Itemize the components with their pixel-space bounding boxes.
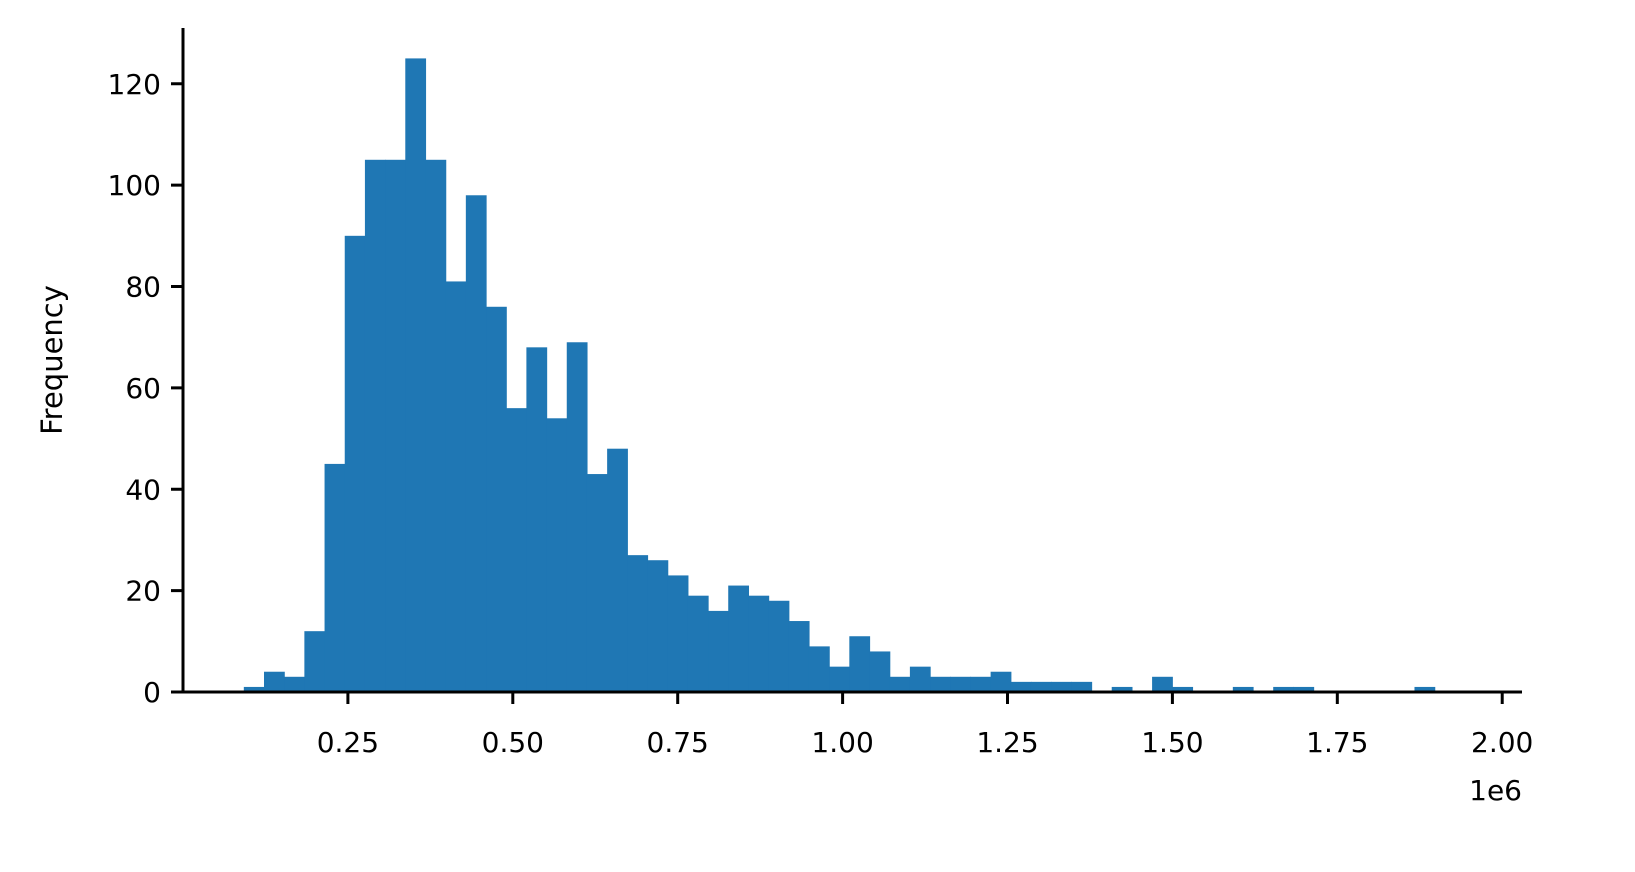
x-tick-label: 0.25 (317, 726, 379, 759)
histogram-bar (627, 555, 649, 692)
histogram-bar (1414, 686, 1436, 692)
y-tick-label: 80 (125, 271, 161, 304)
histogram-bar (465, 195, 487, 692)
histogram-bar (1071, 681, 1093, 692)
histogram-bar (1232, 686, 1254, 692)
histogram-bar (889, 676, 911, 692)
histogram-bar (1111, 686, 1133, 692)
histogram-bar (829, 666, 850, 692)
histogram-bar (1152, 676, 1173, 692)
histogram-bar (586, 474, 608, 692)
histogram-bar (264, 671, 285, 692)
histogram-bar (849, 636, 871, 692)
histogram-bar (405, 58, 427, 693)
histogram-bar (708, 610, 729, 692)
x-tick-label: 1.25 (976, 726, 1038, 759)
histogram-bar (506, 408, 527, 692)
histogram-bar (1010, 681, 1032, 692)
histogram-bar (768, 600, 790, 692)
x-axis-offset-label: 1e6 (1469, 774, 1522, 807)
histogram-bars (243, 58, 1436, 693)
histogram-bar (869, 651, 891, 692)
histogram-bar (687, 595, 709, 692)
x-tick-label: 1.50 (1141, 726, 1203, 759)
histogram-bar (1030, 681, 1052, 692)
y-tick-label: 100 (108, 169, 161, 202)
histogram-bar (667, 575, 689, 692)
histogram-bar (526, 347, 548, 692)
y-tick-label: 40 (125, 473, 161, 506)
x-tick-label: 1.75 (1306, 726, 1368, 759)
x-tick-label: 0.50 (482, 726, 544, 759)
histogram-bar (284, 676, 305, 692)
y-tick-label: 60 (125, 372, 161, 405)
histogram-bar (445, 281, 467, 692)
histogram-bar (647, 560, 669, 692)
histogram-bar (1051, 681, 1072, 692)
histogram-bar (425, 159, 447, 693)
y-tick-label: 120 (108, 68, 161, 101)
histogram-bar (364, 159, 386, 693)
histogram-bar (546, 418, 568, 692)
x-axis-ticks: 0.25 0.50 0.75 1.00 1.25 1.50 1.75 2.00 (317, 692, 1533, 759)
histogram-bar (950, 676, 972, 692)
histogram-bar (243, 686, 265, 692)
y-tick-label: 20 (125, 575, 161, 608)
histogram-bar (607, 448, 628, 692)
histogram-bar (385, 159, 406, 693)
histogram-bar (728, 585, 750, 692)
x-tick-label: 0.75 (647, 726, 709, 759)
histogram-bar (566, 342, 588, 692)
y-axis-label: Frequency (35, 285, 69, 435)
histogram-bar (324, 463, 346, 692)
histogram-bar (1172, 686, 1194, 692)
y-axis-ticks: 0 20 40 60 80 100 120 (108, 68, 183, 709)
histogram-bar (788, 621, 810, 692)
histogram-bar (990, 671, 1012, 692)
histogram-bar (930, 676, 951, 692)
x-tick-label: 2.00 (1471, 726, 1533, 759)
histogram-bar (909, 666, 931, 692)
histogram-bar (808, 646, 830, 692)
histogram-bar (304, 631, 326, 692)
y-tick-label: 0 (143, 676, 161, 709)
x-tick-label: 1.00 (811, 726, 873, 759)
histogram-bar (970, 676, 992, 692)
histogram-bar (1273, 686, 1294, 692)
histogram-bar (1293, 686, 1315, 692)
histogram-bar (486, 306, 507, 692)
histogram-bar (344, 235, 366, 692)
histogram-bar (748, 595, 770, 692)
